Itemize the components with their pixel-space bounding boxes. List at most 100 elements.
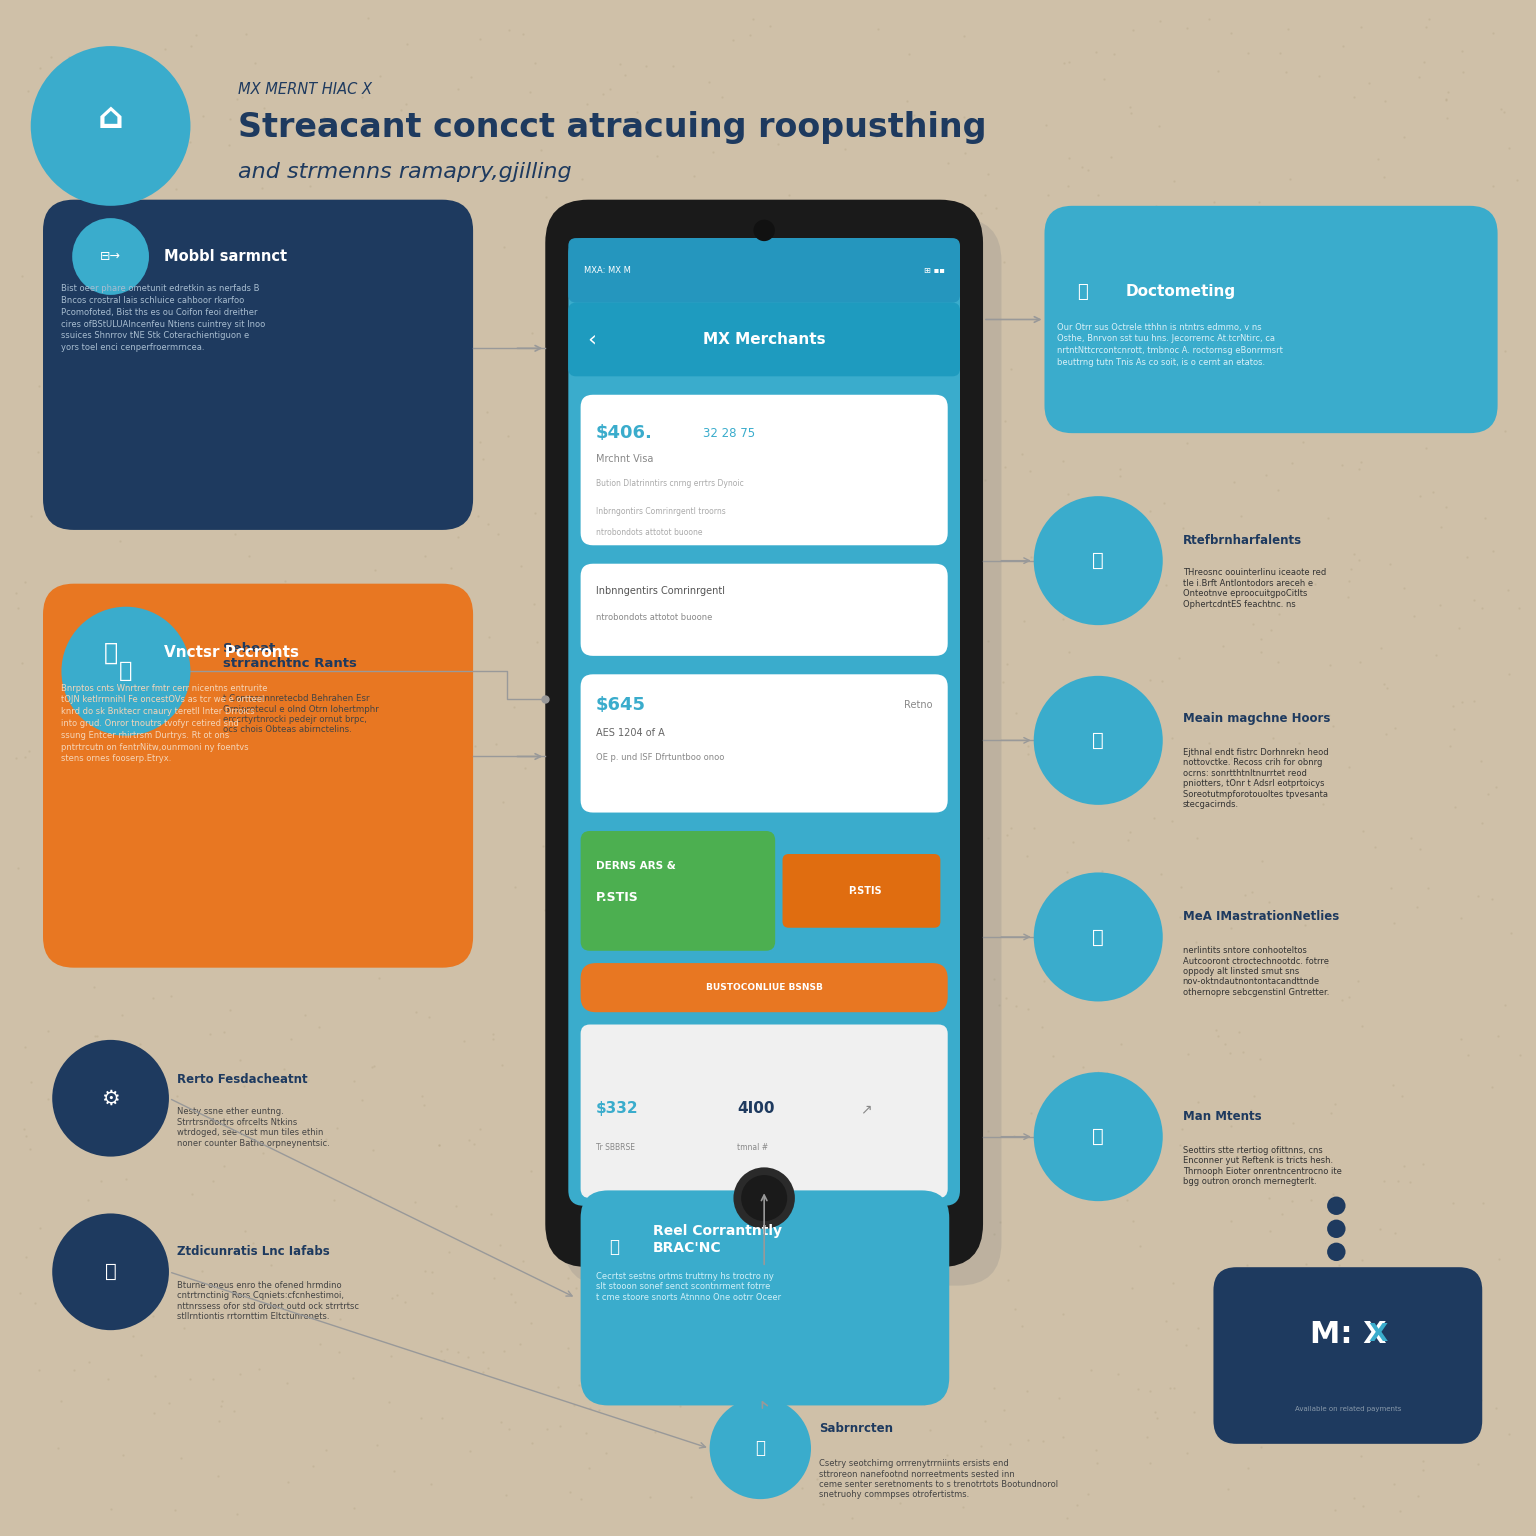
- Point: [920, 865, 945, 889]
- Point: [164, 1084, 189, 1109]
- Point: [846, 358, 871, 382]
- Point: [1465, 883, 1490, 908]
- Point: [313, 1126, 338, 1150]
- Point: [748, 659, 773, 684]
- Point: [276, 576, 301, 601]
- Point: [57, 45, 81, 69]
- Point: [1279, 1189, 1304, 1213]
- Point: [962, 467, 986, 492]
- Point: [1235, 1456, 1260, 1481]
- Point: [1496, 578, 1521, 602]
- Point: [834, 564, 859, 588]
- Point: [1425, 1398, 1450, 1422]
- Point: [224, 908, 249, 932]
- Point: [112, 57, 137, 81]
- Point: [1218, 745, 1243, 770]
- Point: [1292, 415, 1316, 439]
- Point: [983, 195, 1008, 220]
- Point: [190, 1258, 215, 1283]
- Point: [677, 1197, 702, 1221]
- Point: [975, 161, 1000, 186]
- Point: [608, 52, 633, 77]
- Point: [372, 244, 396, 269]
- Point: [212, 1020, 237, 1044]
- Point: [774, 1306, 799, 1330]
- Point: [920, 582, 945, 607]
- Text: t Conrosnnnretecbd Behrahen Esr
Grnipretecul e olnd Otrn lohertmphr
erccrtyrtnro: t Conrosnnnretecbd Behrahen Esr Grnipret…: [223, 694, 378, 734]
- Point: [333, 313, 358, 338]
- Point: [912, 888, 937, 912]
- Point: [1175, 430, 1200, 455]
- Point: [713, 439, 737, 464]
- Point: [1390, 1084, 1415, 1109]
- Point: [488, 1410, 513, 1435]
- Point: [445, 525, 470, 550]
- Point: [1243, 1083, 1267, 1107]
- Point: [141, 333, 166, 358]
- Point: [1253, 462, 1278, 487]
- Point: [456, 1127, 481, 1152]
- Text: Mrchnt Visa: Mrchnt Visa: [596, 455, 653, 464]
- Circle shape: [1034, 872, 1163, 1001]
- Point: [994, 986, 1018, 1011]
- Point: [1484, 1396, 1508, 1421]
- Point: [535, 184, 559, 209]
- Text: ‹: ‹: [587, 329, 596, 350]
- Point: [224, 490, 249, 515]
- Point: [714, 571, 739, 596]
- Point: [668, 937, 693, 962]
- Text: lnbrngontirs Comrinrgentl troorns: lnbrngontirs Comrinrgentl troorns: [596, 507, 725, 516]
- Point: [84, 373, 109, 398]
- Text: ⌂: ⌂: [98, 101, 123, 135]
- Point: [1270, 287, 1295, 312]
- Text: MeA IMastrationNetlies: MeA IMastrationNetlies: [1183, 911, 1339, 923]
- Point: [1083, 1060, 1107, 1084]
- Point: [1250, 849, 1275, 874]
- Point: [1346, 968, 1370, 992]
- Point: [740, 8, 765, 32]
- Point: [80, 181, 104, 206]
- Point: [91, 645, 115, 670]
- Point: [101, 407, 126, 432]
- Point: [276, 1470, 301, 1495]
- Point: [1095, 1060, 1120, 1084]
- Point: [685, 1260, 710, 1284]
- Point: [631, 762, 656, 786]
- Point: [1372, 671, 1396, 696]
- Point: [1341, 1485, 1366, 1510]
- Point: [1487, 1025, 1511, 1049]
- Point: [1378, 551, 1402, 576]
- Point: [892, 906, 917, 931]
- Point: [825, 1456, 849, 1481]
- Point: [1215, 1476, 1240, 1501]
- Point: [1321, 1404, 1346, 1428]
- Point: [982, 1221, 1006, 1246]
- Point: [734, 214, 759, 238]
- Point: [779, 617, 803, 642]
- Point: [559, 644, 584, 668]
- Point: [468, 1117, 493, 1141]
- Point: [1233, 882, 1258, 906]
- Point: [238, 258, 263, 283]
- Point: [639, 1253, 664, 1278]
- Point: [143, 1364, 167, 1389]
- FancyBboxPatch shape: [43, 584, 473, 968]
- Point: [710, 84, 734, 109]
- Point: [1224, 235, 1249, 260]
- Point: [991, 1398, 1015, 1422]
- Circle shape: [1327, 1243, 1346, 1261]
- Point: [986, 992, 1011, 1017]
- Point: [1487, 1247, 1511, 1272]
- Point: [341, 1496, 366, 1521]
- Point: [975, 628, 1000, 653]
- FancyBboxPatch shape: [581, 1190, 949, 1405]
- Point: [963, 476, 988, 501]
- Point: [174, 797, 198, 822]
- Point: [995, 823, 1020, 848]
- Point: [1346, 547, 1370, 571]
- Point: [227, 902, 252, 926]
- Point: [386, 1283, 410, 1307]
- Point: [204, 507, 229, 531]
- Point: [1138, 1452, 1163, 1476]
- Point: [227, 1048, 252, 1072]
